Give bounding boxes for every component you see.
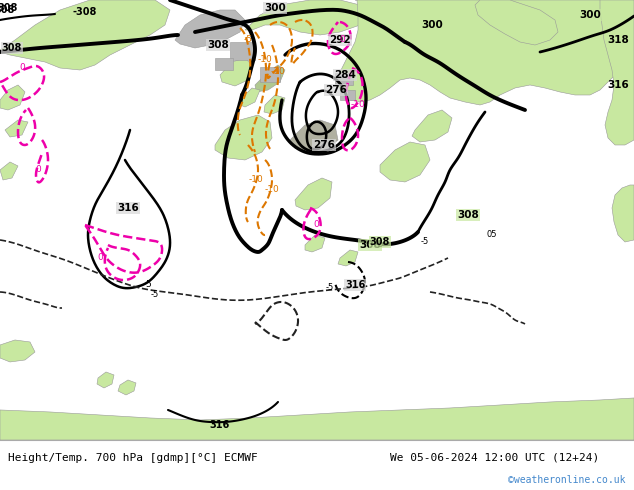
Text: -5: -5: [243, 35, 252, 45]
Text: 316: 316: [345, 280, 365, 290]
Polygon shape: [220, 58, 252, 86]
Polygon shape: [412, 110, 452, 142]
Text: 5: 5: [145, 280, 151, 290]
Text: 316: 316: [607, 80, 629, 90]
Polygon shape: [338, 0, 634, 105]
Text: -10: -10: [271, 68, 285, 76]
Text: 0: 0: [97, 253, 103, 263]
Polygon shape: [0, 85, 25, 110]
Text: 308: 308: [457, 210, 479, 220]
Polygon shape: [97, 372, 114, 388]
Text: 316: 316: [210, 420, 230, 430]
Polygon shape: [5, 120, 28, 137]
Text: 308: 308: [359, 240, 381, 250]
Text: 308: 308: [2, 43, 22, 53]
Text: 308: 308: [370, 237, 390, 247]
Polygon shape: [0, 0, 170, 70]
Text: 0: 0: [339, 35, 345, 45]
Polygon shape: [175, 10, 245, 48]
Text: -10: -10: [351, 100, 365, 109]
Polygon shape: [215, 115, 272, 160]
Text: 300: 300: [421, 20, 443, 30]
Polygon shape: [600, 0, 634, 145]
Text: 05: 05: [487, 230, 497, 240]
Polygon shape: [0, 340, 35, 362]
Polygon shape: [255, 65, 285, 92]
Polygon shape: [245, 0, 370, 35]
Text: 276: 276: [325, 85, 347, 95]
Text: ©weatheronline.co.uk: ©weatheronline.co.uk: [507, 475, 625, 485]
Text: 0: 0: [313, 220, 319, 229]
Polygon shape: [335, 73, 353, 85]
Polygon shape: [260, 67, 280, 82]
Polygon shape: [380, 142, 430, 182]
Text: -5: -5: [421, 238, 429, 246]
Polygon shape: [230, 42, 255, 60]
Polygon shape: [118, 380, 136, 395]
Text: -10: -10: [249, 175, 263, 185]
Text: 308: 308: [0, 3, 18, 13]
Text: 300: 300: [579, 10, 601, 20]
Text: 284: 284: [334, 70, 356, 80]
Polygon shape: [340, 90, 355, 100]
Polygon shape: [264, 95, 285, 114]
Text: 292: 292: [329, 35, 351, 45]
Text: 276: 276: [313, 140, 335, 150]
Polygon shape: [295, 178, 332, 210]
Text: Height/Temp. 700 hPa [gdmp][°C] ECMWF: Height/Temp. 700 hPa [gdmp][°C] ECMWF: [8, 453, 258, 463]
Text: 0: 0: [35, 166, 41, 174]
Text: -10: -10: [257, 55, 273, 65]
Text: -5: -5: [376, 241, 384, 249]
Polygon shape: [215, 58, 233, 70]
Polygon shape: [290, 120, 338, 152]
Text: 0: 0: [19, 64, 25, 73]
Polygon shape: [475, 0, 558, 45]
Text: We 05-06-2024 12:00 UTC (12+24): We 05-06-2024 12:00 UTC (12+24): [390, 453, 599, 463]
Polygon shape: [238, 88, 260, 107]
Text: -5: -5: [326, 284, 334, 293]
Polygon shape: [612, 185, 634, 242]
Polygon shape: [338, 250, 358, 266]
Text: 308: 308: [0, 5, 15, 15]
Polygon shape: [0, 398, 634, 440]
Text: -5: -5: [151, 291, 159, 299]
Text: -10: -10: [264, 186, 280, 195]
Text: 318: 318: [607, 35, 629, 45]
Polygon shape: [305, 235, 325, 252]
Text: -308: -308: [73, 7, 97, 17]
Text: 308: 308: [207, 40, 229, 50]
Polygon shape: [0, 162, 18, 180]
Text: 316: 316: [117, 203, 139, 213]
Text: 300: 300: [264, 3, 286, 13]
